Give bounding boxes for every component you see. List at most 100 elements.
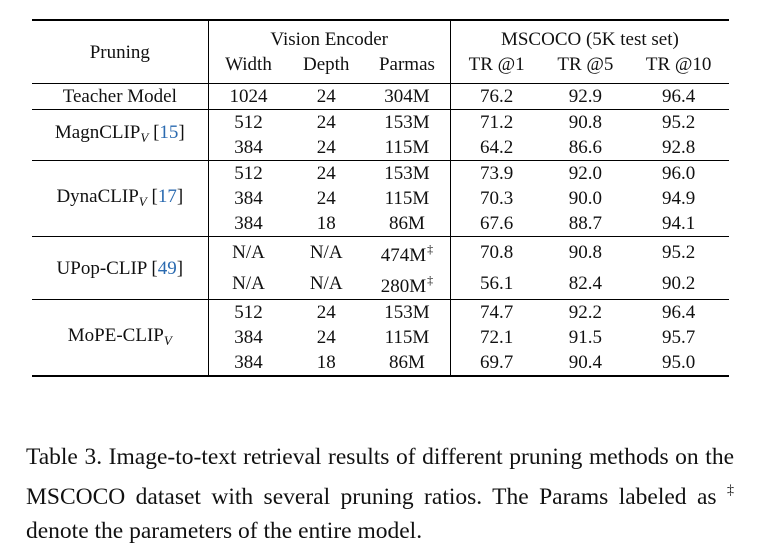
tr5-cell-value: 88.7 <box>568 213 602 234</box>
results-table: Pruning Vision Encoder MSCOCO (5K test s… <box>32 19 729 377</box>
params-cell: 115M <box>364 325 450 350</box>
params-cell-value: 115M <box>384 137 430 158</box>
params-cell: 153M <box>364 160 451 186</box>
dagger-mark: ‡ <box>427 273 434 287</box>
tr5-cell-value: 92.2 <box>568 302 602 323</box>
tr5-cell: 90.8 <box>542 109 629 135</box>
header-width: Width <box>207 52 289 84</box>
params-cell-value: 86M <box>388 352 425 373</box>
depth-cell: 18 <box>288 211 364 237</box>
tr1-cell-value: 70.8 <box>480 242 514 263</box>
params-cell-value: 153M <box>384 163 430 184</box>
width-cell-value: 384 <box>234 137 263 158</box>
tr1-cell-value: 64.2 <box>480 137 514 158</box>
params-cell: 474M‡ <box>364 236 451 268</box>
tr1-cell: 70.3 <box>449 186 543 211</box>
tr10-cell: 95.0 <box>628 350 729 377</box>
table-caption: Table 3. Image-to-text retrieval results… <box>26 440 734 548</box>
width-cell: 512 <box>207 160 289 186</box>
width-cell-value: 384 <box>234 213 263 234</box>
tr10-cell-value: 90.2 <box>662 273 696 294</box>
tr5-cell: 90.4 <box>542 350 629 377</box>
header-tr5: TR @5 <box>557 54 614 75</box>
table-row: N/A N/A 280M‡ 56.1 82.4 90.2 <box>32 268 729 300</box>
tr5-cell: 90.8 <box>542 236 629 268</box>
citation-link[interactable]: 15 <box>159 122 179 143</box>
params-cell: 304M <box>364 83 451 110</box>
depth-cell-value: 24 <box>316 302 336 323</box>
header-tr1: TR @1 <box>449 52 543 84</box>
header-vision-encoder: Vision Encoder <box>207 19 451 52</box>
width-cell: 384 <box>207 350 289 377</box>
width-cell-value: 1024 <box>229 86 268 107</box>
method-name: UPop-CLIP <box>56 257 147 279</box>
tr10-cell: 92.8 <box>628 135 729 161</box>
tr10-cell-value: 95.0 <box>662 352 696 373</box>
table-row: MagnCLIPV [15] 512 24 153M 71.2 90.8 95.2 <box>32 109 729 161</box>
tr1-cell-value: 56.1 <box>480 273 514 294</box>
header-tr10: TR @10 <box>645 54 712 75</box>
tr10-cell: 94.1 <box>628 211 729 237</box>
tr5-cell-value: 90.8 <box>568 112 602 133</box>
tr5-cell-value: 82.4 <box>568 273 602 294</box>
table-row: Teacher Model 1024 24 304M 76.2 92.9 96.4 <box>32 83 729 110</box>
depth-cell-value: 24 <box>316 137 336 158</box>
width-cell-value: 384 <box>234 188 263 209</box>
width-cell-value: 512 <box>234 112 263 133</box>
params-cell: 153M <box>364 299 451 325</box>
method-subscript: V <box>163 332 172 348</box>
width-cell: N/A <box>207 236 289 268</box>
tr10-cell-value: 94.1 <box>662 213 696 234</box>
tr5-cell: 92.9 <box>542 83 629 110</box>
depth-cell-value: 18 <box>316 213 336 234</box>
params-cell-value: 280M <box>380 276 427 297</box>
table-row: 384 24 115M 70.3 90.0 94.9 <box>32 186 729 211</box>
tr5-cell: 82.4 <box>543 268 629 300</box>
params-cell: 86M <box>364 211 450 237</box>
caption-dagger-symbol: ‡ <box>727 483 734 498</box>
depth-cell: 24 <box>288 299 365 325</box>
tr10-cell-value: 96.4 <box>662 86 696 107</box>
params-cell-value: 86M <box>388 213 425 234</box>
tr10-cell: 96.4 <box>628 299 729 325</box>
tr10-cell: 96.4 <box>628 83 729 110</box>
tr10-cell: 90.2 <box>628 268 729 300</box>
tr10-cell: 95.2 <box>628 109 729 135</box>
params-cell: 86M <box>364 350 451 377</box>
tr1-cell-value: 70.3 <box>480 188 514 209</box>
table-row: DynaCLIPV [17] 512 24 153M 73.9 92.0 96.0 <box>32 160 729 237</box>
depth-cell: N/A <box>288 236 365 268</box>
tr1-cell-value: 73.9 <box>480 163 514 184</box>
width-cell-value: 512 <box>234 302 263 323</box>
tr10-cell-value: 95.2 <box>662 242 696 263</box>
params-cell-value: 153M <box>384 302 430 323</box>
depth-cell: 24 <box>288 109 365 135</box>
tr1-cell: 76.2 <box>449 83 543 110</box>
table-row: 384 18 86M 69.7 90.4 95.0 <box>32 350 729 377</box>
width-cell-value: 384 <box>234 352 263 373</box>
depth-cell: 24 <box>288 83 365 110</box>
caption-text-2: denote the parameters of the entire mode… <box>26 518 423 544</box>
citation-link[interactable]: 17 <box>157 185 177 207</box>
header-params: Parmas <box>378 54 435 75</box>
tr1-cell: 69.7 <box>449 350 543 377</box>
width-cell-value: N/A <box>232 273 265 294</box>
table-row: 384 24 115M 64.2 86.6 92.8 <box>32 135 729 161</box>
params-cell: 115M <box>364 135 450 161</box>
params-cell-value: 115M <box>384 188 430 209</box>
width-cell: 384 <box>207 325 289 350</box>
method-name-cell: MoPE-CLIPV <box>32 299 209 377</box>
tr1-cell-value: 67.6 <box>480 213 514 234</box>
params-cell-value: 304M <box>384 86 430 107</box>
params-cell-value: 153M <box>384 112 430 133</box>
citation-link[interactable]: 49 <box>157 257 177 279</box>
tr1-cell-value: 69.7 <box>480 352 514 373</box>
tr10-cell-value: 96.0 <box>662 163 696 184</box>
width-cell-value: 384 <box>234 327 263 348</box>
depth-cell: 24 <box>288 325 364 350</box>
header-mscoco: MSCOCO (5K test set) <box>449 19 729 52</box>
depth-cell: 24 <box>288 160 365 186</box>
depth-cell-value: N/A <box>309 242 343 263</box>
tr10-cell: 94.9 <box>628 186 729 211</box>
width-cell: 384 <box>207 211 289 237</box>
